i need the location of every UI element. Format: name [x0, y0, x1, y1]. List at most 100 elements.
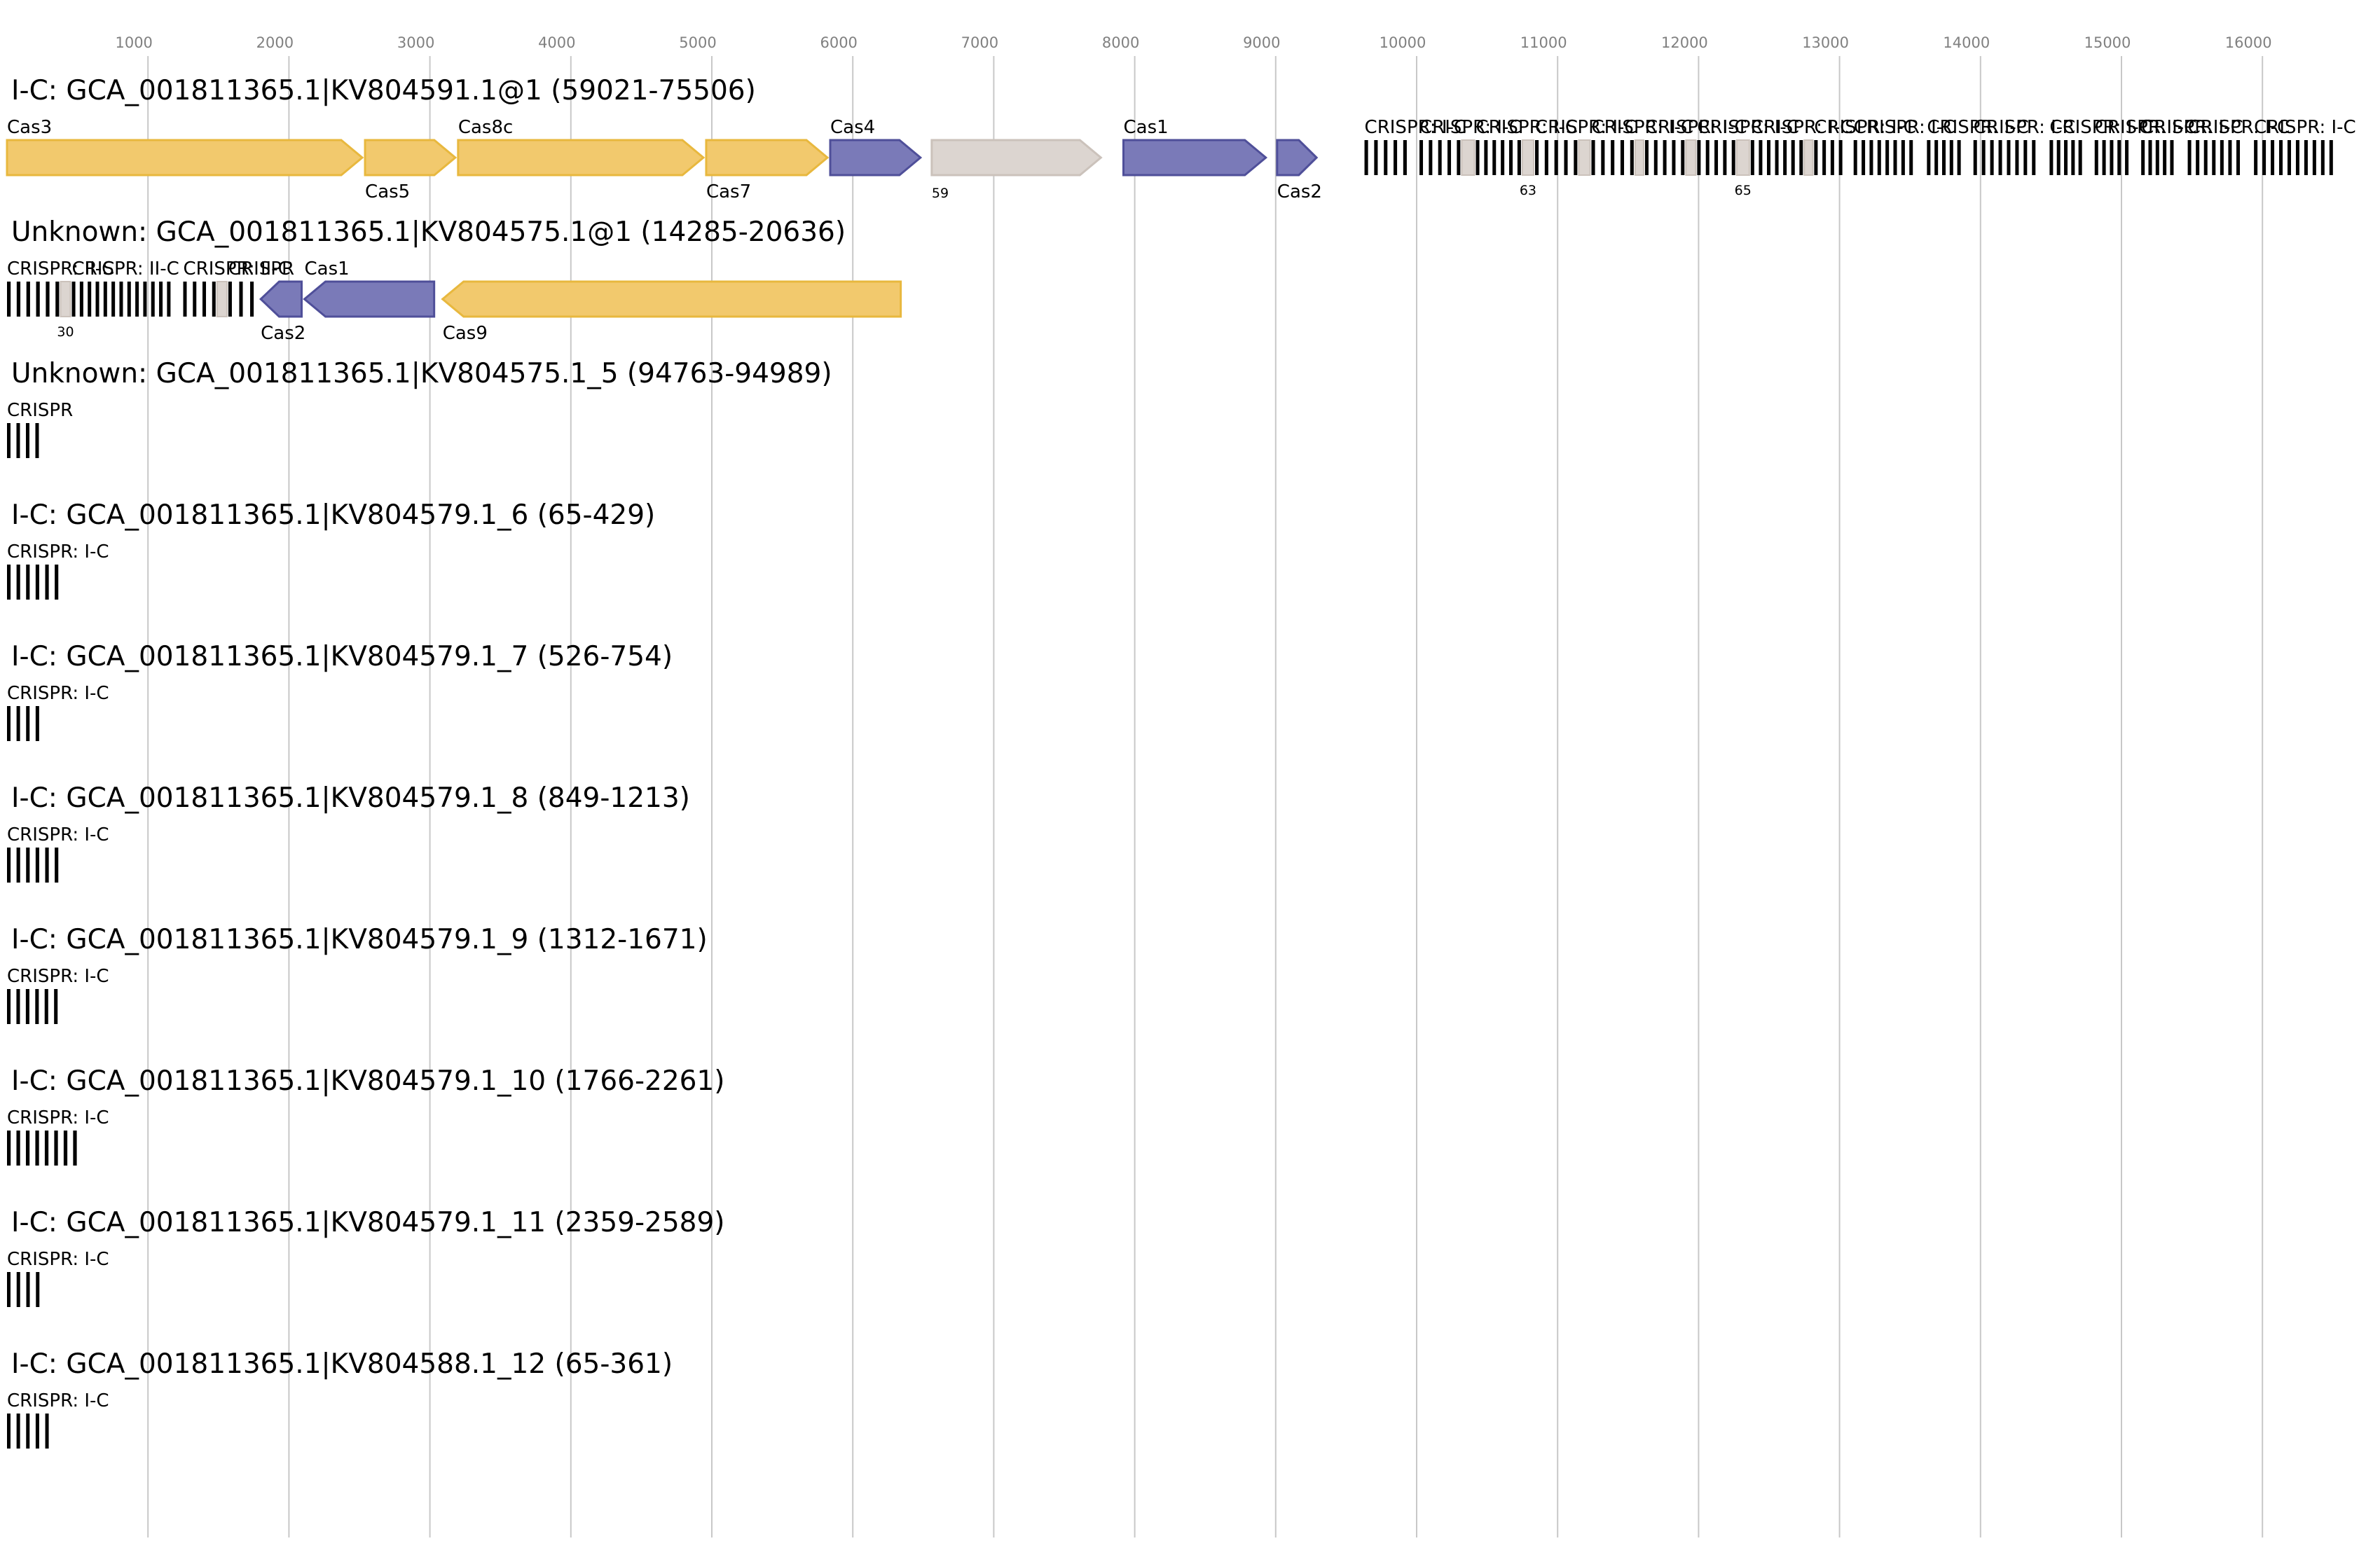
- locus-track: I-C: GCA_001811365.1|KV804588.1_12 (65-3…: [7, 1348, 673, 1449]
- crispr-repeat: [1653, 140, 1658, 175]
- crispr-repeat: [1429, 140, 1433, 175]
- small-gene-label: 30: [57, 324, 74, 340]
- crispr-repeat: [63, 1131, 68, 1166]
- gene-arrow: [6, 139, 364, 177]
- crispr-repeat: [36, 282, 40, 317]
- crispr-repeat: [1799, 140, 1803, 175]
- gene-arrow: [1122, 139, 1268, 177]
- crispr-repeat: [127, 282, 131, 317]
- crispr-repeat: [1877, 140, 1881, 175]
- crispr-label: CRISPR: I-C: [1927, 117, 2029, 138]
- crispr-repeat: [167, 282, 171, 317]
- crispr-repeat: [1998, 140, 2002, 175]
- crispr-label: CRISPR: I-C: [2254, 117, 2356, 138]
- crispr-repeat: [159, 282, 163, 317]
- crispr-repeat: [2007, 140, 2011, 175]
- crispr-repeat: [151, 282, 155, 317]
- small-gene: [1634, 139, 1644, 176]
- crispr-repeat: [7, 848, 11, 883]
- crispr-repeat: [25, 1131, 30, 1166]
- crispr-repeat: [1484, 140, 1488, 175]
- crispr-repeat: [2170, 140, 2174, 175]
- crispr-repeat: [1957, 140, 1961, 175]
- crispr-repeat: [1697, 140, 1701, 175]
- small-gene-label: 63: [1520, 183, 1536, 198]
- crispr-repeat: [55, 282, 60, 317]
- axis-tick-label: 8000: [1102, 34, 1139, 51]
- crispr-repeat: [26, 848, 30, 883]
- crispr-repeat: [1814, 140, 1818, 175]
- crispr-repeat: [26, 1272, 30, 1307]
- crispr-repeat: [26, 706, 30, 741]
- crispr-repeat: [1384, 140, 1388, 175]
- axis-tick-label: 11000: [1520, 34, 1567, 51]
- crispr-repeat: [25, 989, 29, 1024]
- crispr-repeat: [1759, 140, 1763, 175]
- crispr-repeat: [1394, 140, 1398, 175]
- crispr-repeat: [16, 706, 20, 741]
- crispr-repeat: [2023, 140, 2028, 175]
- locus-title: I-C: GCA_001811365.1|KV804591.1@1 (59021…: [11, 75, 756, 106]
- crispr-repeat: [2148, 140, 2152, 175]
- crispr-repeat: [2094, 140, 2098, 175]
- crispr-repeat: [16, 848, 20, 883]
- crispr-repeat: [2187, 140, 2192, 175]
- crispr-repeat: [2312, 140, 2316, 175]
- crispr-repeat: [135, 282, 139, 317]
- crispr-label: CRISPR: II-C: [7, 258, 114, 279]
- crispr-repeat: [2196, 140, 2200, 175]
- crispr-repeat: [1830, 140, 1834, 175]
- crispr-repeat: [1438, 140, 1442, 175]
- locus-title: I-C: GCA_001811365.1|KV804579.1_7 (526-7…: [11, 641, 673, 672]
- crispr-repeat: [46, 282, 50, 317]
- locus-title: Unknown: GCA_001811365.1|KV804575.1_5 (9…: [11, 358, 832, 389]
- locus-title: I-C: GCA_001811365.1|KV804579.1_11 (2359…: [11, 1207, 725, 1238]
- crispr-label: CRISPR: I-C: [7, 824, 109, 845]
- crispr-label: CRISPR: I-C: [1476, 117, 1578, 138]
- small-gene: [1578, 139, 1591, 176]
- crispr-repeat: [2236, 140, 2241, 175]
- crispr-repeat: [1476, 140, 1480, 175]
- crispr-label: CRISPR: I-C: [1854, 117, 1956, 138]
- crispr-repeat: [35, 848, 39, 883]
- crispr-repeat: [1544, 140, 1548, 175]
- crispr-repeat: [1949, 140, 1953, 175]
- crispr-repeat: [183, 282, 187, 317]
- crispr-repeat: [16, 1131, 20, 1166]
- locus-title: I-C: GCA_001811365.1|KV804579.1_9 (1312-…: [11, 924, 708, 955]
- crispr-repeat: [1611, 140, 1615, 175]
- crispr-repeat: [1731, 140, 1735, 175]
- crispr-repeat: [1601, 140, 1605, 175]
- crispr-repeat: [73, 1131, 77, 1166]
- locus-track: I-C: GCA_001811365.1|KV804579.1_8 (849-1…: [7, 782, 690, 883]
- axis-tick-label: 14000: [1943, 34, 1990, 51]
- small-gene: [216, 281, 228, 317]
- axis-tick-label: 13000: [1802, 34, 1849, 51]
- crispr-repeat: [2212, 140, 2216, 175]
- crispr-repeat: [193, 282, 197, 317]
- crispr-repeat: [228, 282, 232, 317]
- locus-track: Unknown: GCA_001811365.1|KV804575.1_5 (9…: [7, 358, 832, 458]
- crispr-repeat: [7, 706, 11, 741]
- crispr-repeat: [1403, 140, 1407, 175]
- axis-tick-label: 3000: [397, 34, 434, 51]
- crispr-repeat: [1941, 140, 1946, 175]
- crispr-label: CRISPR: [7, 400, 73, 421]
- crispr-repeat: [1723, 140, 1727, 175]
- locus-title: I-C: GCA_001811365.1|KV804579.1_10 (1766…: [11, 1065, 725, 1097]
- axis-tick-label: 1000: [115, 34, 152, 51]
- crispr-repeat: [2064, 140, 2068, 175]
- crispr-repeat: [250, 282, 254, 317]
- crispr-repeat: [7, 989, 11, 1024]
- crispr-repeat: [1419, 140, 1424, 175]
- crispr-repeat: [2117, 140, 2121, 175]
- crispr-label: CRISPR: I-C: [1419, 117, 1522, 138]
- axis-tick-label: 15000: [2084, 34, 2131, 51]
- crispr-repeat: [1374, 140, 1378, 175]
- crispr-repeat: [2203, 140, 2208, 175]
- axis-tick-label: 9000: [1243, 34, 1280, 51]
- crispr-repeat: [1973, 140, 1977, 175]
- crispr-repeat: [35, 1414, 39, 1449]
- gene-label: Cas2: [1277, 181, 1322, 202]
- crispr-repeat: [45, 848, 49, 883]
